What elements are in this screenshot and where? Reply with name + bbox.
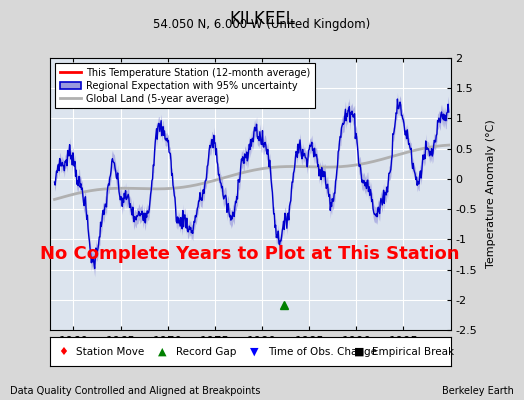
- Text: Berkeley Earth: Berkeley Earth: [442, 386, 514, 396]
- Text: Record Gap: Record Gap: [176, 346, 236, 357]
- Text: Data Quality Controlled and Aligned at Breakpoints: Data Quality Controlled and Aligned at B…: [10, 386, 261, 396]
- Text: ▼: ▼: [250, 346, 259, 357]
- Text: Empirical Break: Empirical Break: [373, 346, 455, 357]
- Y-axis label: Temperature Anomaly (°C): Temperature Anomaly (°C): [486, 120, 496, 268]
- Text: KILKEEL: KILKEEL: [229, 10, 295, 28]
- Text: Station Move: Station Move: [76, 346, 144, 357]
- Legend: This Temperature Station (12-month average), Regional Expectation with 95% uncer: This Temperature Station (12-month avera…: [54, 63, 315, 108]
- Text: 54.050 N, 6.000 W (United Kingdom): 54.050 N, 6.000 W (United Kingdom): [154, 18, 370, 31]
- Text: ■: ■: [354, 346, 365, 357]
- Text: No Complete Years to Plot at This Station: No Complete Years to Plot at This Statio…: [40, 245, 460, 263]
- Text: ♦: ♦: [58, 346, 68, 357]
- Text: Time of Obs. Change: Time of Obs. Change: [268, 346, 377, 357]
- Text: ▲: ▲: [158, 346, 167, 357]
